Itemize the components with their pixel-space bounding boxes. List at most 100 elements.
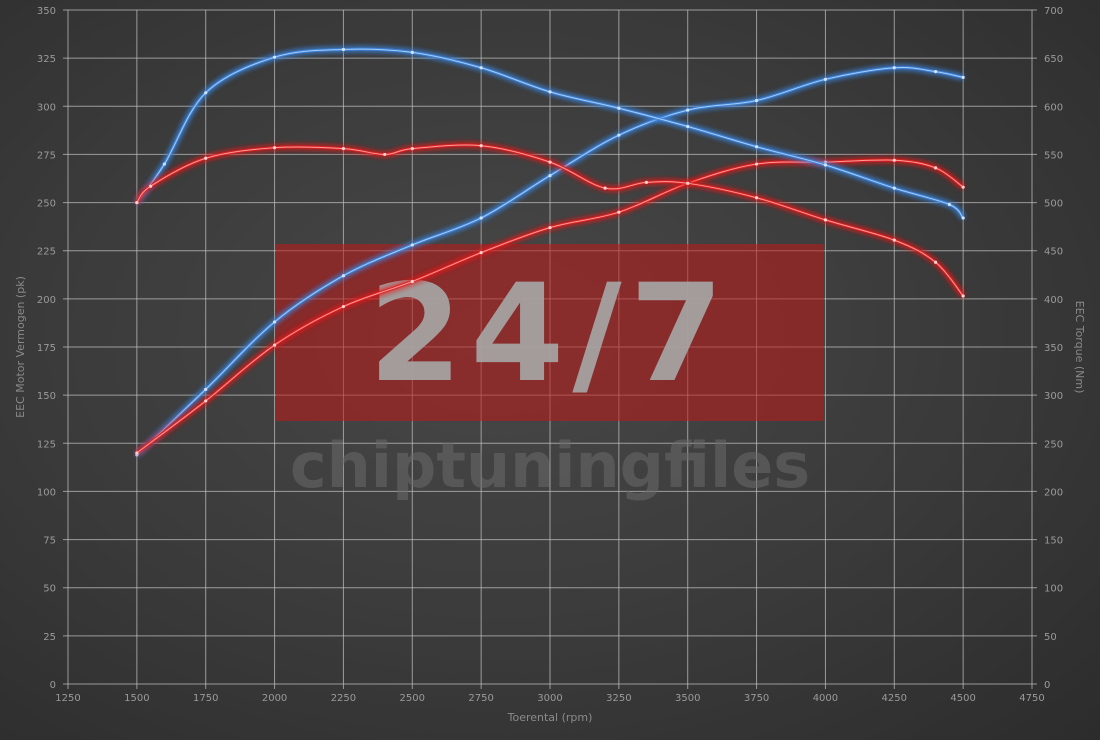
y-right-tick-label: 200 <box>1044 487 1063 498</box>
data-point <box>272 343 277 347</box>
data-point <box>892 238 896 242</box>
y-right-tick-label: 150 <box>1044 536 1063 547</box>
x-tick-label: 2000 <box>262 693 287 704</box>
x-tick-label: 1750 <box>193 693 218 704</box>
data-point <box>204 399 208 403</box>
x-axis-label: Toerental (rpm) <box>507 711 593 724</box>
data-point <box>548 226 552 230</box>
y-left-tick-label: 0 <box>50 680 56 691</box>
data-point <box>892 158 896 162</box>
data-point <box>548 160 552 164</box>
data-point <box>204 156 208 160</box>
x-tick-label: 4500 <box>950 693 975 704</box>
data-point <box>272 320 277 324</box>
watermark-box <box>276 244 824 421</box>
y-right-tick-label: 100 <box>1044 584 1063 595</box>
data-point <box>135 200 139 205</box>
y-right-tick-label: 300 <box>1044 391 1063 402</box>
data-point <box>823 218 828 222</box>
data-point <box>961 294 965 298</box>
y-axis-right-label: EEC Torque (Nm) <box>1073 301 1086 394</box>
y-left-tick-label: 125 <box>37 439 56 450</box>
y-left-tick-label: 250 <box>37 199 56 210</box>
data-point <box>934 70 938 74</box>
y-left-tick-label: 175 <box>37 343 56 354</box>
y-left-tick-label: 325 <box>37 54 56 65</box>
data-point <box>686 181 690 185</box>
data-point <box>823 163 828 167</box>
data-point <box>686 108 690 112</box>
data-point <box>934 260 938 264</box>
data-point <box>479 144 483 148</box>
y-right-tick-label: 600 <box>1044 102 1063 113</box>
watermark-small: chiptuningfiles <box>290 429 810 502</box>
data-point <box>961 185 965 189</box>
y-right-tick-label: 450 <box>1044 247 1063 258</box>
y-left-tick-label: 350 <box>37 6 56 17</box>
data-point <box>548 90 552 94</box>
x-tick-label: 3000 <box>537 693 562 704</box>
data-point <box>410 243 414 247</box>
y-right-tick-label: 350 <box>1044 343 1063 354</box>
data-point <box>272 146 277 150</box>
data-point <box>644 180 649 184</box>
data-point <box>341 47 346 52</box>
x-tick-label: 1500 <box>124 693 149 704</box>
y-right-tick-label: 0 <box>1044 680 1050 691</box>
data-point <box>383 152 387 157</box>
y-left-tick-label: 25 <box>43 632 56 643</box>
x-tick-label: 3250 <box>606 693 631 704</box>
y-right-tick-label: 650 <box>1044 54 1063 65</box>
data-point <box>272 55 277 59</box>
data-point <box>204 91 208 95</box>
data-point <box>892 66 896 70</box>
data-point <box>754 98 759 103</box>
data-point <box>603 186 607 190</box>
data-point <box>341 147 346 151</box>
data-point <box>617 210 621 214</box>
y-left-tick-label: 200 <box>37 295 56 306</box>
watermark-big: 24/7 <box>368 255 731 412</box>
x-tick-label: 3750 <box>744 693 769 704</box>
watermark-logo: 24/7 chiptuningfiles <box>276 244 824 502</box>
data-point <box>410 147 414 151</box>
data-point <box>892 186 896 190</box>
y-left-tick-label: 275 <box>37 150 56 161</box>
data-point <box>686 124 690 129</box>
x-tick-label: 1250 <box>55 693 80 704</box>
data-point <box>823 77 828 81</box>
y-right-tick-label: 50 <box>1044 632 1057 643</box>
data-point <box>204 387 208 391</box>
x-tick-label: 4750 <box>1019 693 1044 704</box>
data-point <box>341 274 346 278</box>
data-point <box>341 304 346 309</box>
data-point <box>479 66 483 70</box>
y-left-tick-label: 300 <box>37 102 56 113</box>
y-right-tick-label: 700 <box>1044 6 1063 17</box>
data-point <box>135 451 139 455</box>
data-point <box>823 160 828 164</box>
data-point <box>934 166 938 170</box>
data-point <box>754 145 759 149</box>
data-point <box>754 196 759 200</box>
y-right-tick-label: 550 <box>1044 150 1063 161</box>
y-left-tick-label: 225 <box>37 247 56 258</box>
y-left-tick-label: 50 <box>43 584 56 595</box>
x-tick-label: 4000 <box>813 693 838 704</box>
data-point <box>617 133 621 137</box>
data-point <box>617 106 621 110</box>
data-point <box>479 251 483 255</box>
data-point <box>754 162 759 166</box>
y-right-tick-label: 500 <box>1044 199 1063 210</box>
data-point <box>479 216 483 220</box>
x-tick-label: 3500 <box>675 693 700 704</box>
data-point <box>961 75 965 79</box>
data-point <box>961 216 965 220</box>
data-point <box>410 50 414 54</box>
x-tick-label: 2500 <box>400 693 425 704</box>
data-point <box>548 174 552 178</box>
y-right-tick-label: 400 <box>1044 295 1063 306</box>
data-point <box>162 162 166 166</box>
x-tick-label: 2750 <box>468 693 493 704</box>
